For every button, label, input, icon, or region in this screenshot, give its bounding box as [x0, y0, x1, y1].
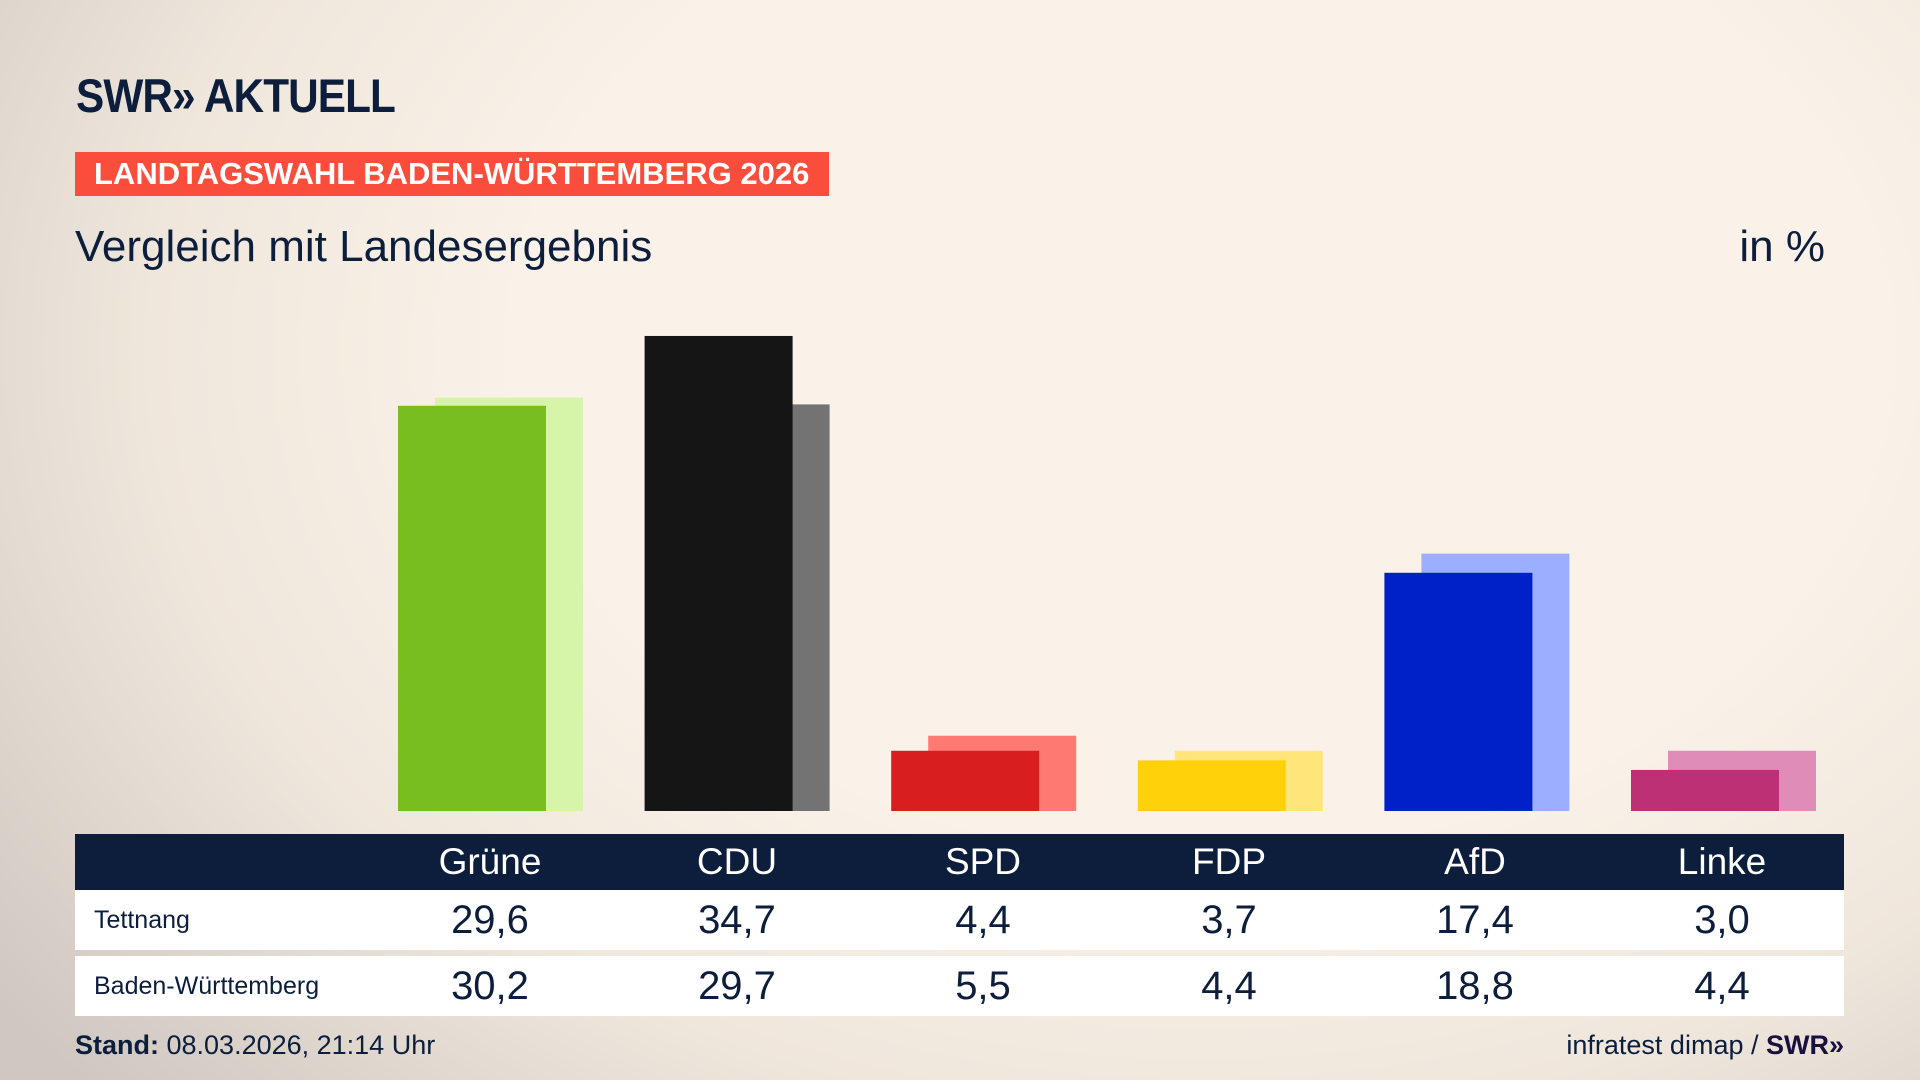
bar-fdp-wahlkreis	[1137, 760, 1286, 811]
header-afd: AfD	[1444, 841, 1506, 882]
timestamp: Stand: 08.03.2026, 21:14 Uhr	[75, 1030, 435, 1061]
bar-afd-wahlkreis	[1384, 572, 1533, 811]
header-spd: SPD	[944, 841, 1022, 882]
bar-chart	[398, 335, 1816, 811]
value-cell: 3,7	[1201, 898, 1257, 942]
source-text: infratest dimap /	[1566, 1030, 1766, 1060]
table-row: Baden-Württemberg 30,2 29,7 5,5 4,4 18,8…	[75, 956, 1844, 1016]
value-cell: 30,2	[451, 964, 529, 1008]
stand-label: Stand:	[75, 1030, 159, 1060]
bar-gruene-wahlkreis	[398, 405, 546, 811]
value-cell: 4,4	[1201, 964, 1257, 1008]
chart-subtitle: Vergleich mit Landesergebnis	[75, 222, 653, 271]
value-cell: 4,4	[955, 898, 1011, 942]
value-cell: 29,6	[451, 898, 529, 942]
value-cell: 4,4	[1694, 964, 1750, 1008]
table-header: Grüne CDU SPD FDP AfD Linke	[75, 834, 1844, 890]
stand-value: 08.03.2026, 21:14 Uhr	[159, 1030, 436, 1060]
value-cell: 17,4	[1436, 898, 1514, 942]
row-label: Tettnang	[94, 906, 190, 934]
header-gruene: Grüne	[438, 841, 542, 882]
results-table: Grüne CDU SPD FDP AfD Linke Tettnang 29,…	[75, 834, 1844, 1016]
row-label: Baden-Württemberg	[94, 972, 320, 1000]
bar-spd-wahlkreis	[891, 750, 1040, 811]
table-row: Tettnang 29,6 34,7 4,4 3,7 17,4 3,0	[75, 890, 1844, 950]
source: infratest dimap / SWR»	[1566, 1030, 1844, 1061]
swr-logo: SWR»	[1765, 1030, 1844, 1060]
unit-label: in %	[1739, 222, 1825, 271]
swr-aktuell-logo: SWR» AKTUELL	[76, 69, 396, 122]
header-fdp: FDP	[1192, 841, 1266, 882]
header-cdu: CDU	[696, 841, 778, 882]
value-cell: 29,7	[698, 964, 776, 1008]
value-cell: 18,8	[1436, 964, 1514, 1008]
header-linke: Linke	[1677, 841, 1767, 882]
value-cell: 3,0	[1694, 898, 1750, 942]
value-cell: 5,5	[955, 964, 1011, 1008]
election-banner: LANDTAGSWAHL BADEN-WÜRTTEMBERG 2026	[75, 152, 829, 196]
bar-cdu-wahlkreis	[644, 335, 793, 811]
value-cell: 34,7	[698, 898, 776, 942]
bar-linke-wahlkreis	[1631, 769, 1779, 811]
